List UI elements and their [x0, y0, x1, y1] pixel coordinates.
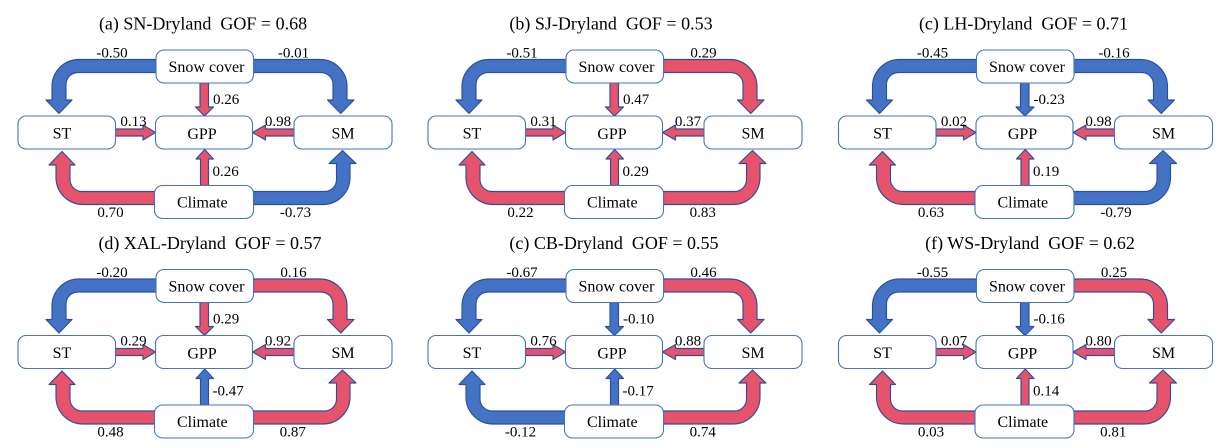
svg-text:-0.01: -0.01	[278, 46, 309, 62]
svg-text:0.47: 0.47	[623, 92, 650, 108]
svg-text:Climate: Climate	[997, 194, 1048, 211]
svg-text:(c) LH-Dryland GOF = 0.71: (c) LH-Dryland GOF = 0.71	[919, 14, 1128, 35]
svg-text:-0.50: -0.50	[96, 46, 127, 62]
svg-text:0.19: 0.19	[1033, 164, 1059, 180]
svg-text:Snow cover: Snow cover	[169, 279, 246, 296]
svg-text:(f) WS-Dryland GOF = 0.62: (f) WS-Dryland GOF = 0.62	[925, 233, 1135, 254]
svg-text:Snow cover: Snow cover	[989, 59, 1066, 76]
svg-text:0.48: 0.48	[97, 425, 123, 441]
svg-text:0.98: 0.98	[265, 114, 291, 130]
svg-text:0.83: 0.83	[690, 205, 716, 221]
svg-text:ST: ST	[463, 125, 482, 142]
svg-text:0.25: 0.25	[1101, 265, 1127, 281]
svg-text:SM: SM	[741, 125, 764, 142]
svg-text:SM: SM	[331, 125, 354, 142]
svg-text:0.92: 0.92	[265, 334, 291, 350]
svg-text:Snow cover: Snow cover	[989, 279, 1066, 296]
svg-text:ST: ST	[53, 345, 72, 362]
svg-text:GPP: GPP	[597, 126, 626, 143]
svg-text:-0.16: -0.16	[1098, 46, 1130, 62]
svg-text:ST: ST	[463, 345, 482, 362]
svg-text:0.03: 0.03	[918, 425, 944, 441]
svg-text:0.70: 0.70	[97, 205, 123, 221]
svg-text:0.07: 0.07	[941, 334, 968, 350]
svg-text:Snow cover: Snow cover	[579, 279, 656, 296]
svg-text:-0.47: -0.47	[213, 384, 245, 400]
svg-text:-0.51: -0.51	[506, 46, 537, 62]
svg-text:0.98: 0.98	[1085, 114, 1111, 130]
svg-text:0.29: 0.29	[120, 334, 146, 350]
svg-text:GPP: GPP	[597, 345, 626, 362]
svg-text:Climate: Climate	[997, 414, 1048, 431]
svg-text:ST: ST	[873, 125, 892, 142]
svg-text:Climate: Climate	[587, 194, 638, 211]
svg-text:(d) XAL-Dryland GOF = 0.57: (d) XAL-Dryland GOF = 0.57	[98, 233, 321, 254]
svg-text:0.87: 0.87	[280, 425, 307, 441]
svg-text:-0.45: -0.45	[917, 46, 948, 62]
svg-text:-0.67: -0.67	[506, 265, 538, 281]
svg-text:-0.55: -0.55	[917, 265, 948, 281]
svg-text:Climate: Climate	[587, 414, 638, 431]
svg-text:-0.12: -0.12	[505, 425, 536, 441]
svg-text:ST: ST	[53, 125, 72, 142]
svg-text:-0.16: -0.16	[1034, 312, 1066, 328]
svg-text:Snow cover: Snow cover	[579, 59, 656, 76]
svg-text:0.37: 0.37	[675, 114, 702, 130]
svg-text:-0.79: -0.79	[1100, 205, 1131, 221]
svg-text:0.76: 0.76	[530, 334, 557, 350]
svg-text:0.26: 0.26	[213, 92, 240, 108]
svg-text:0.81: 0.81	[1100, 425, 1126, 441]
svg-text:0.74: 0.74	[690, 425, 717, 441]
svg-text:0.31: 0.31	[530, 114, 556, 130]
svg-text:ST: ST	[873, 345, 892, 362]
svg-text:GPP: GPP	[187, 126, 216, 143]
svg-text:GPP: GPP	[1008, 126, 1037, 143]
svg-text:Snow cover: Snow cover	[169, 59, 246, 76]
svg-text:-0.10: -0.10	[623, 312, 654, 328]
svg-text:0.29: 0.29	[213, 312, 239, 328]
svg-text:SM: SM	[331, 345, 354, 362]
svg-text:0.26: 0.26	[213, 164, 240, 180]
svg-text:Climate: Climate	[177, 414, 228, 431]
svg-text:0.46: 0.46	[690, 265, 717, 281]
svg-text:0.13: 0.13	[120, 114, 146, 130]
svg-text:-0.73: -0.73	[280, 205, 311, 221]
svg-text:-0.20: -0.20	[96, 265, 127, 281]
svg-text:0.29: 0.29	[623, 164, 649, 180]
svg-text:0.63: 0.63	[918, 205, 944, 221]
svg-text:GPP: GPP	[1008, 345, 1037, 362]
svg-text:SM: SM	[741, 345, 764, 362]
svg-text:GPP: GPP	[187, 345, 216, 362]
svg-text:(b) SJ-Dryland GOF = 0.53: (b) SJ-Dryland GOF = 0.53	[509, 14, 712, 35]
svg-text:Climate: Climate	[177, 194, 228, 211]
svg-text:0.16: 0.16	[280, 265, 307, 281]
svg-text:(c) CB-Dryland GOF = 0.55: (c) CB-Dryland GOF = 0.55	[509, 233, 718, 254]
svg-text:SM: SM	[1152, 345, 1175, 362]
svg-text:-0.17: -0.17	[623, 384, 655, 400]
svg-text:SM: SM	[1152, 125, 1175, 142]
svg-text:-0.23: -0.23	[1034, 92, 1065, 108]
svg-text:0.29: 0.29	[690, 46, 716, 62]
svg-text:0.22: 0.22	[507, 205, 533, 221]
svg-text:0.14: 0.14	[1033, 384, 1060, 400]
svg-text:(a) SN-Dryland GOF = 0.68: (a) SN-Dryland GOF = 0.68	[99, 14, 307, 35]
svg-text:0.02: 0.02	[941, 114, 967, 130]
svg-text:0.80: 0.80	[1085, 334, 1111, 350]
svg-text:0.88: 0.88	[675, 334, 701, 350]
